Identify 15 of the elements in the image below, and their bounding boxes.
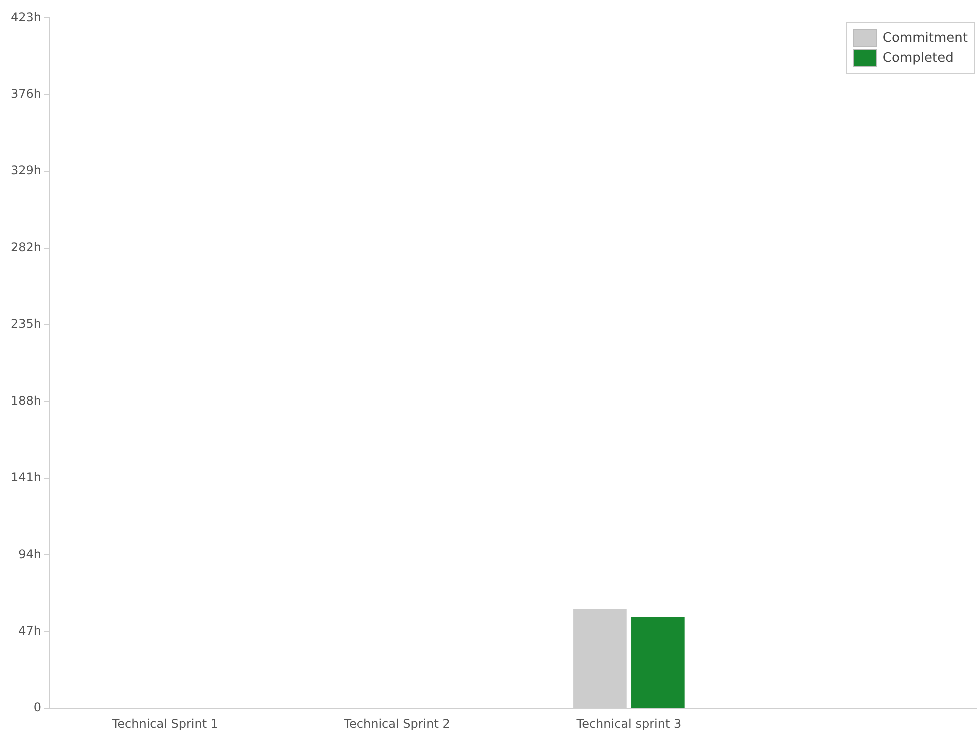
y-tick-label: 141h — [10, 470, 42, 485]
x-tick-label: Technical Sprint 1 — [111, 716, 219, 731]
y-tick-label: 47h — [18, 624, 42, 638]
y-tick-label: 376h — [10, 87, 42, 102]
y-tick-label: 94h — [18, 547, 42, 562]
legend-label: Completed — [882, 50, 954, 66]
y-tick-label: 0 — [34, 700, 42, 715]
y-tick-label: 188h — [10, 394, 42, 408]
y-tick-label: 235h — [10, 317, 42, 332]
y-tick-label: 329h — [10, 164, 42, 178]
y-tick-label: 423h — [10, 10, 42, 24]
legend-label: Commitment — [882, 30, 968, 46]
y-tick-label: 282h — [10, 240, 42, 254]
x-tick-label: Technical sprint 3 — [576, 716, 682, 731]
x-tick-label: Technical Sprint 2 — [343, 716, 450, 731]
